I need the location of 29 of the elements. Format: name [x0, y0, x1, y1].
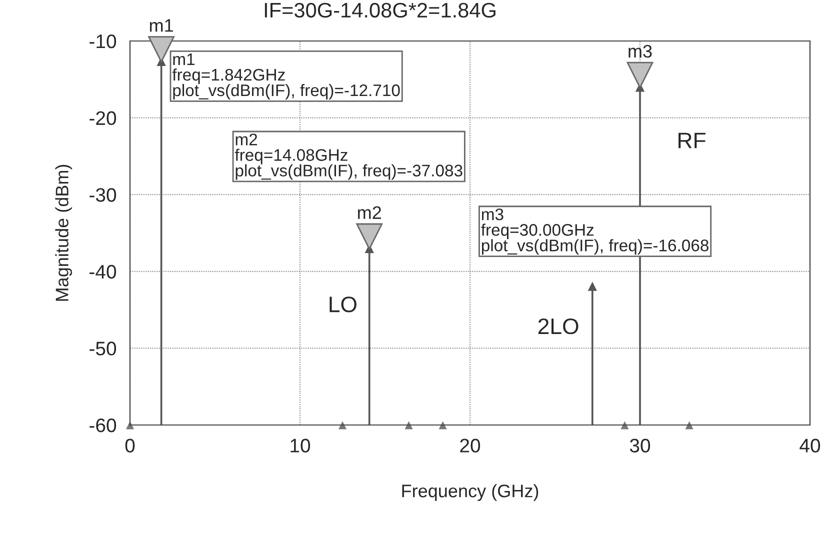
point [337, 420, 348, 430]
y-tick-label: -50 [90, 342, 116, 356]
annotation: m1 freq=1.842GHz plot_vs(dBm(IF), freq)=-12.710 [172, 54, 400, 100]
annotation: m3 [628, 44, 652, 58]
point [684, 420, 694, 430]
point [588, 282, 597, 291]
y-tick-label: -40 [90, 264, 116, 279]
y-tick-label: -20 [90, 111, 116, 126]
point [620, 420, 630, 430]
point [438, 420, 448, 430]
annotation: m1 [150, 19, 173, 32]
x-tick-label: 0 [125, 438, 135, 452]
x-axis-title: Frequency (GHz) [402, 484, 538, 501]
y-tick-label: -60 [90, 418, 116, 432]
x-tick-label: 30 [630, 438, 650, 452]
y-tick-label: -30 [90, 188, 116, 202]
y-tick-label: -10 [90, 34, 116, 48]
annotation: m2 [358, 206, 381, 219]
chart-title: IF=30G-14.08G*2=1.84G [264, 2, 496, 18]
annotation: m2 freq=14.08GHz plot_vs(dBm(IF), freq)=-37.083 [234, 134, 462, 180]
x-tick-label: 10 [290, 438, 310, 452]
x-tick-label: 20 [460, 438, 480, 452]
point [404, 420, 414, 430]
y-axis-title: Magnitude (dBm) [55, 164, 72, 301]
annotation: RF [678, 132, 706, 148]
annotation: LO [330, 296, 356, 312]
x-tick-label: 40 [800, 438, 820, 452]
annotation: m3 freq=30.00GHz plot_vs(dBm(IF), freq)=-16.068 [481, 208, 708, 255]
annotation: 2LO [538, 318, 578, 334]
